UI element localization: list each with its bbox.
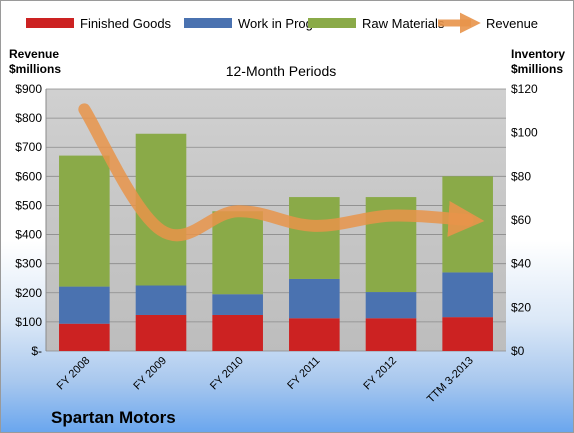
- left-tick-label: $700: [15, 140, 42, 154]
- bar-work-in-progress: [135, 285, 187, 315]
- bar-finished-goods: [365, 318, 417, 351]
- legend-label-revenue: Revenue: [486, 16, 538, 31]
- legend: Finished Goods Work in Progress Raw Mate…: [26, 12, 538, 34]
- bar-raw-materials: [212, 211, 263, 295]
- left-tick-label: $200: [15, 286, 42, 300]
- right-axis-title-line2: $millions: [511, 62, 563, 76]
- bar-raw-materials: [59, 155, 110, 287]
- bar-finished-goods: [212, 314, 263, 351]
- bar-raw-materials: [289, 197, 340, 279]
- gridlines: [45, 88, 506, 352]
- x-tick-label: FY 2012: [361, 355, 399, 393]
- left-tick-label: $600: [15, 169, 42, 183]
- left-tick-label: $-: [31, 344, 42, 358]
- legend-item-raw-materials: Raw Materials: [308, 16, 445, 31]
- right-tick-label: $60: [511, 213, 531, 227]
- right-tick-label: $120: [511, 82, 538, 96]
- x-tick-label: FY 2009: [131, 355, 169, 393]
- bar-work-in-progress: [442, 272, 493, 318]
- right-axis-ticks: $0 $20 $40 $60 $80 $100 $120: [511, 82, 538, 358]
- x-axis-ticks: FY 2008 FY 2009 FY 2010 FY 2011 FY 2012 TTM 3…: [55, 355, 476, 406]
- bar-finished-goods: [135, 314, 187, 351]
- right-tick-label: $80: [511, 169, 531, 183]
- bar-work-in-progress: [365, 292, 417, 319]
- left-tick-label: $900: [15, 82, 42, 96]
- left-axis-title-line2: $millions: [9, 62, 61, 76]
- left-tick-label: $400: [15, 228, 42, 242]
- left-tick-label: $100: [15, 315, 42, 329]
- legend-item-revenue: Revenue: [438, 12, 538, 34]
- right-axis-title-line1: Inventory: [511, 47, 565, 61]
- legend-swatch-raw-materials: [308, 18, 356, 28]
- chart-title: 12-Month Periods: [226, 63, 337, 79]
- revenue-series-line: [78, 103, 485, 242]
- legend-label-raw-materials: Raw Materials: [362, 16, 445, 31]
- left-tick-label: $300: [15, 257, 42, 271]
- bar-finished-goods: [289, 318, 340, 351]
- bars: [59, 133, 493, 351]
- right-tick-label: $0: [511, 344, 525, 358]
- right-tick-label: $20: [511, 300, 531, 314]
- left-tick-label: $500: [15, 198, 42, 212]
- left-axis-title-line1: Revenue: [9, 47, 59, 61]
- bar-finished-goods: [442, 317, 493, 351]
- x-tick-label: FY 2008: [55, 355, 93, 393]
- revenue-line: [78, 103, 485, 242]
- bar-work-in-progress: [59, 286, 110, 324]
- legend-item-finished-goods: Finished Goods: [26, 16, 172, 31]
- right-tick-label: $40: [511, 257, 531, 271]
- legend-swatch-work-in-progress: [184, 18, 232, 28]
- right-tick-label: $100: [511, 126, 538, 140]
- left-tick-label: $800: [15, 111, 42, 125]
- left-axis-ticks: $- $100 $200 $300 $400 $500 $600 $700 $800 $900: [15, 82, 42, 358]
- bar-work-in-progress: [289, 278, 340, 319]
- x-tick-label: FY 2010: [208, 355, 246, 393]
- legend-swatch-finished-goods: [26, 18, 74, 28]
- bar-work-in-progress: [212, 294, 263, 315]
- x-tick-label: TTM 3-2013: [425, 355, 476, 406]
- legend-label-finished-goods: Finished Goods: [80, 16, 172, 31]
- bar-finished-goods: [59, 323, 110, 351]
- company-name: Spartan Motors: [51, 408, 176, 427]
- x-tick-label: FY 2011: [285, 355, 322, 392]
